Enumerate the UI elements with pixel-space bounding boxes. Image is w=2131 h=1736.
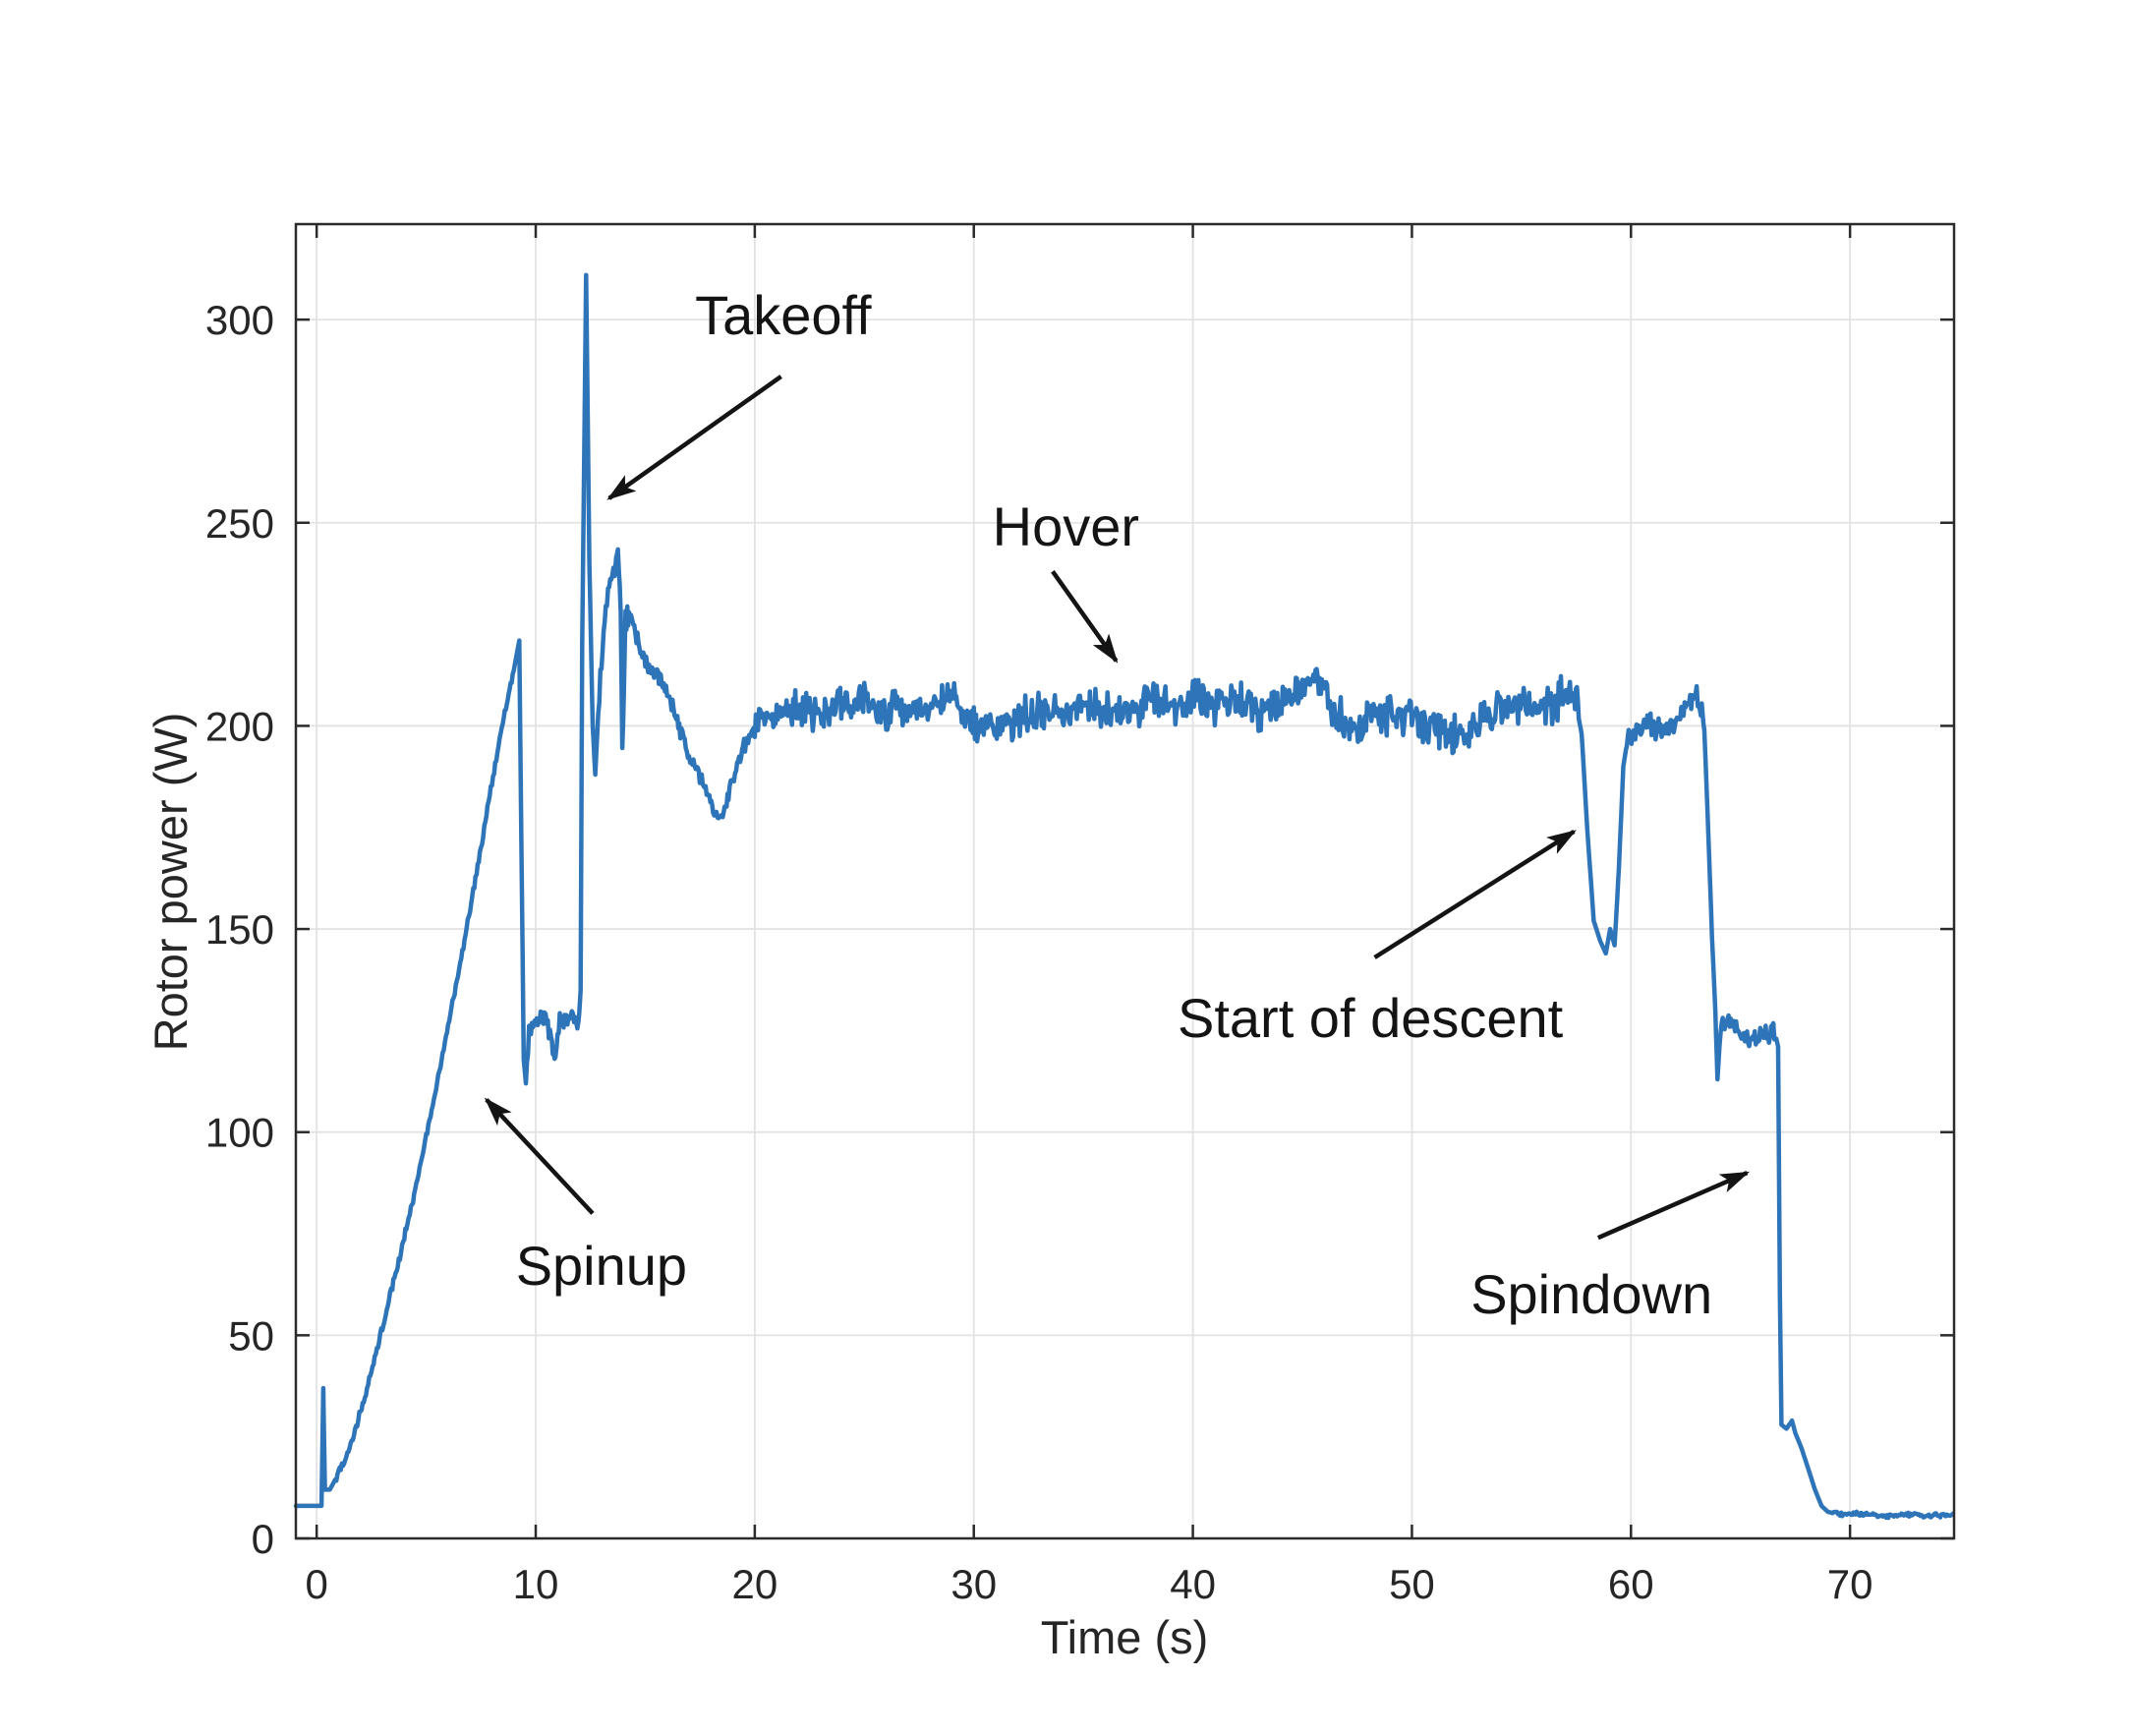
x-tick-label: 50 [1389, 1561, 1435, 1607]
x-tick-label: 60 [1608, 1561, 1654, 1607]
y-axis-label: Rotor power (W) [144, 713, 197, 1052]
plot-box [294, 222, 1956, 1540]
annotations: Takeoff Hover Spinup Start of descent Spindo… [484, 284, 1751, 1325]
grid-lines [296, 224, 1954, 1539]
annotation-arrow-spindown [1596, 1170, 1751, 1241]
axes-layer [294, 222, 1956, 1540]
y-tick-label: 150 [205, 906, 274, 953]
y-tick-label: 200 [205, 703, 274, 749]
x-tick-label: 40 [1170, 1561, 1216, 1607]
y-tick-label: 100 [205, 1110, 274, 1156]
tick-labels: 0 10 20 30 40 50 60 70 0 50 100 150 200 250 300 [205, 297, 1873, 1607]
x-axis-label: Time (s) [1041, 1611, 1209, 1663]
annotation-label-start-of-descent: Start of descent [1178, 987, 1564, 1049]
x-tick-label: 0 [305, 1561, 327, 1607]
annotation-label-takeoff: Takeoff [695, 284, 872, 346]
annotation-label-spinup: Spinup [516, 1235, 687, 1297]
annotation-arrow-start-of-descent [1373, 829, 1577, 959]
y-tick-label: 250 [205, 500, 274, 547]
y-tick-label: 50 [228, 1312, 274, 1359]
annotation-arrow-spinup [484, 1097, 595, 1215]
x-tick-label: 10 [513, 1561, 559, 1607]
y-tick-label: 300 [205, 297, 274, 343]
annotation-arrow-hover [1051, 570, 1119, 664]
annotation-label-spindown: Spindown [1470, 1263, 1712, 1325]
x-tick-label: 70 [1827, 1561, 1873, 1607]
y-tick-label: 0 [252, 1516, 274, 1562]
x-tick-label: 30 [950, 1561, 997, 1607]
x-tick-label: 20 [732, 1561, 778, 1607]
annotation-label-hover: Hover [993, 495, 1139, 557]
rotor-power-line [293, 272, 1956, 1521]
annotation-arrow-takeoff [606, 375, 782, 500]
data-series-layer [293, 272, 1956, 1521]
